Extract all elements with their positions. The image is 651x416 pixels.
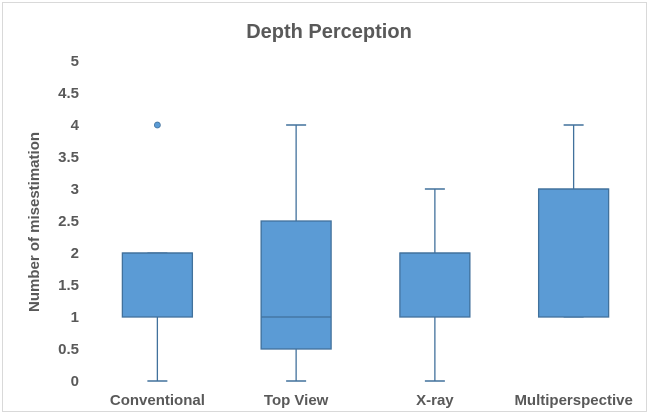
y-tick-label: 3.5 — [58, 149, 79, 166]
x-axis-categories: Conventional Top View X-ray Multiperspectiv… — [110, 392, 633, 409]
y-tick-label: 0.5 — [58, 341, 79, 358]
y-tick-label: 0 — [71, 373, 79, 390]
box-iqr — [121, 252, 194, 318]
y-tick-label: 1.5 — [58, 277, 79, 294]
y-tick-label: 1 — [71, 309, 79, 326]
box-plot-chart: Depth Perception Number of misestimation… — [26, 21, 633, 409]
y-tick-label: 4 — [71, 117, 80, 134]
box-group — [537, 124, 610, 318]
box-group — [399, 188, 471, 382]
plot-area — [121, 121, 610, 382]
x-category-label: Conventional — [110, 392, 205, 409]
x-category-label: Top View — [264, 392, 329, 409]
y-tick-label: 2.5 — [58, 213, 79, 230]
y-tick-label: 5 — [71, 53, 79, 70]
box-iqr — [260, 220, 332, 350]
box-group — [121, 121, 194, 382]
x-category-label: X-ray — [416, 392, 454, 409]
chart-frame: Depth Perception Number of misestimation… — [2, 2, 647, 412]
chart-title: Depth Perception — [246, 21, 412, 43]
box-group — [260, 124, 332, 382]
outlier-point — [153, 121, 161, 129]
box-iqr — [399, 252, 471, 318]
box-iqr — [537, 188, 610, 318]
x-category-label: Multiperspective — [514, 392, 632, 409]
y-axis-ticks: 0 0.5 1 1.5 2 2.5 3 3.5 4 4.5 5 — [58, 53, 80, 390]
y-tick-label: 4.5 — [58, 85, 79, 102]
y-axis-label: Number of misestimation — [26, 132, 43, 312]
y-tick-label: 3 — [71, 181, 79, 198]
y-tick-label: 2 — [71, 245, 79, 262]
